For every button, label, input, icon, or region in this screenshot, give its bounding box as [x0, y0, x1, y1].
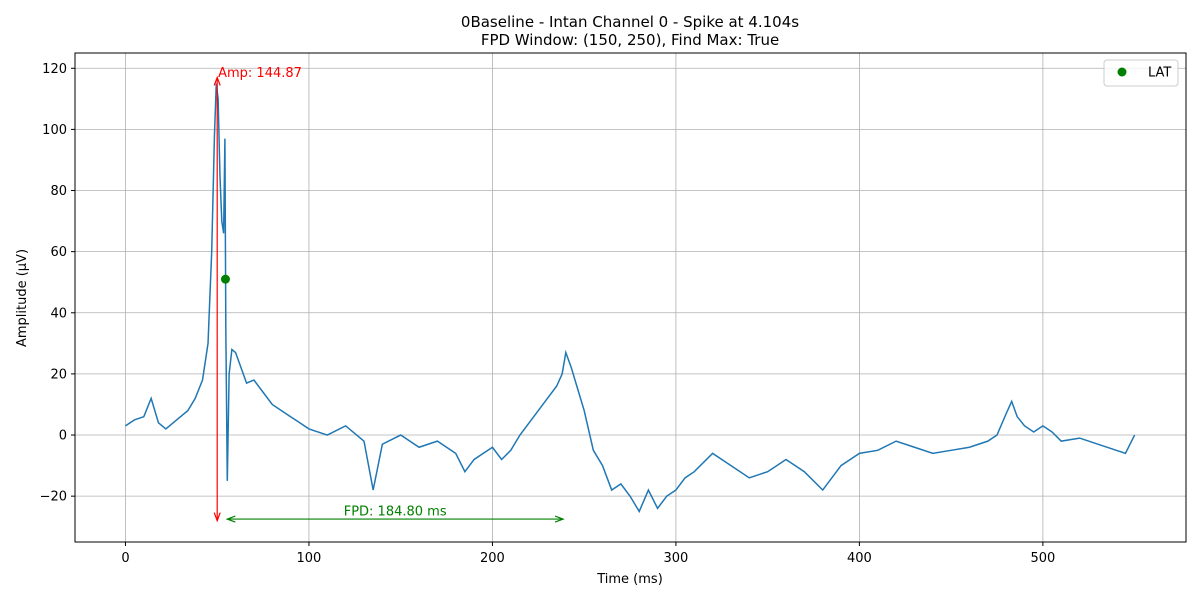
- plot-area: [74, 52, 1187, 543]
- y-tick-label: 0: [59, 429, 67, 444]
- x-tick-label: 100: [297, 551, 322, 566]
- legend-lat-marker: [1117, 67, 1127, 77]
- x-tick-label: 0: [121, 551, 129, 566]
- x-tick-label: 300: [663, 551, 688, 566]
- y-axis-label: Amplitude (μV): [15, 249, 30, 347]
- series-line: [125, 83, 1136, 514]
- amp-label: Amp: 144.87: [218, 66, 302, 81]
- amp-arrow-head-bottom: [213, 512, 221, 523]
- x-tick-label: 500: [1030, 551, 1055, 566]
- y-tick-label: 100: [42, 123, 67, 138]
- x-axis-ticks: 0 100 200 300 400 500: [121, 542, 1055, 566]
- y-tick-label: 120: [42, 62, 67, 77]
- grid-lines: [75, 53, 1186, 542]
- amp-arrow-head-top: [213, 75, 221, 86]
- chart-title: 0Baseline - Intan Channel 0 - Spike at 4…: [461, 13, 799, 31]
- legend-lat-label: LAT: [1148, 66, 1171, 81]
- y-tick-label: −20: [40, 490, 67, 505]
- legend-box: [1103, 59, 1179, 87]
- x-axis-label: Time (ms): [596, 572, 663, 587]
- y-tick-label: 60: [50, 245, 67, 260]
- y-tick-label: 20: [50, 367, 67, 382]
- x-tick-label: 400: [847, 551, 872, 566]
- fpd-arrow-head-right: [554, 515, 565, 523]
- y-tick-label: 80: [50, 184, 67, 199]
- legend: LAT: [1103, 59, 1179, 87]
- chart-subtitle: FPD Window: (150, 250), Find Max: True: [481, 31, 779, 49]
- y-tick-label: 40: [50, 306, 67, 321]
- fpd-annotation: FPD: 184.80 ms: [225, 504, 565, 523]
- fpd-arrow-head-left: [225, 515, 236, 523]
- x-tick-label: 200: [480, 551, 505, 566]
- amp-annotation: Amp: 144.87: [213, 66, 302, 523]
- fpd-label: FPD: 184.80 ms: [344, 504, 447, 519]
- y-axis-ticks: −20 0 20 40 60 80 100 120: [40, 62, 75, 505]
- lat-marker-point: [220, 274, 230, 284]
